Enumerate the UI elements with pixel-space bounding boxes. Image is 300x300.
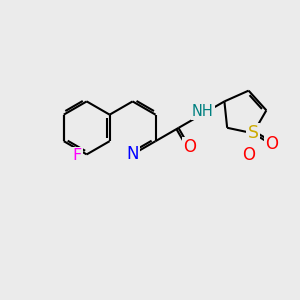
Text: F: F (72, 148, 81, 164)
Text: O: O (183, 138, 196, 156)
Text: S: S (248, 124, 259, 142)
Text: O: O (265, 136, 278, 154)
Text: N: N (126, 146, 139, 164)
Text: NH: NH (192, 103, 214, 118)
Text: O: O (242, 146, 255, 164)
